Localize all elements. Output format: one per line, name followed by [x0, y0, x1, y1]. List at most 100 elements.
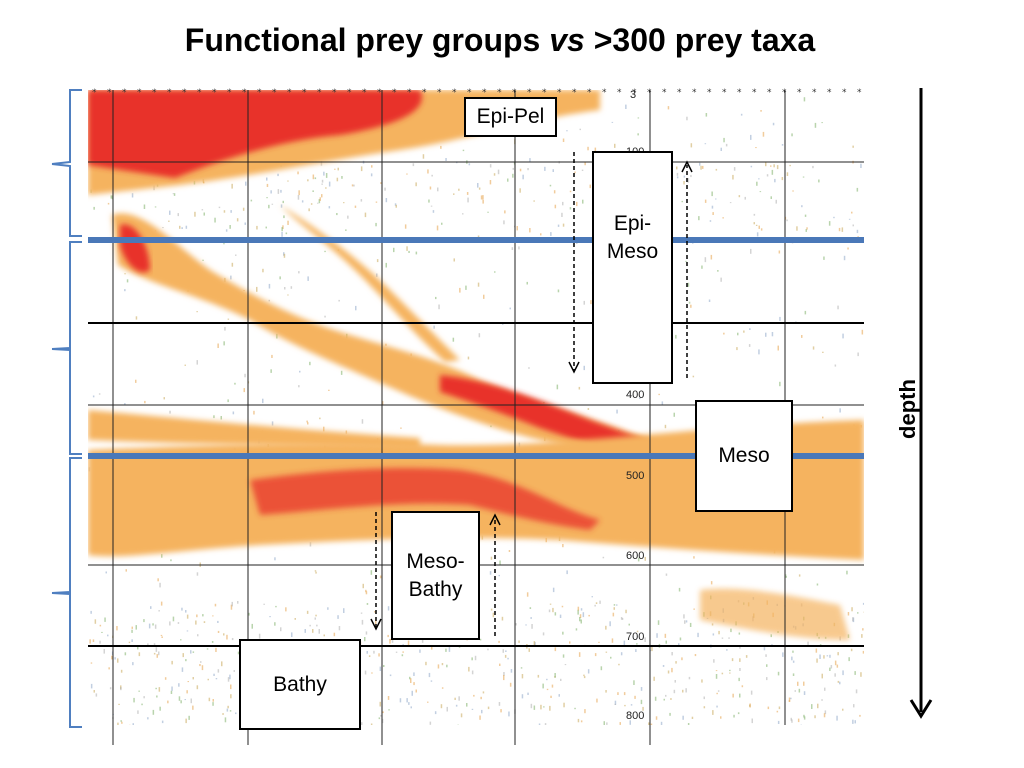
speckle-dot [587, 408, 590, 410]
speckle-dot [559, 614, 562, 618]
speckle-dot [283, 253, 286, 258]
speckle-dot [823, 256, 825, 260]
speckle-dot [716, 692, 718, 695]
speckle-dot [616, 409, 618, 414]
speckle-dot [791, 656, 793, 661]
speckle-dot [507, 178, 509, 182]
speckle-dot [667, 670, 670, 674]
speckle-dot [378, 653, 380, 657]
speckle-dot [343, 608, 345, 613]
speckle-dot [816, 658, 818, 663]
speckle-dot [665, 640, 667, 644]
speckle-dot [776, 710, 779, 713]
speckle-dot [407, 640, 410, 646]
speckle-dot [173, 193, 176, 196]
speckle-dot [323, 634, 325, 637]
speckle-dot [312, 174, 315, 180]
speckle-dot [533, 200, 535, 202]
speckle-dot [711, 623, 714, 626]
speckle-dot [143, 204, 146, 209]
speckle-dot [478, 333, 481, 338]
speckle-dot [211, 641, 214, 643]
speckle-dot [370, 723, 373, 725]
speckle-dot [479, 638, 482, 641]
speckle-dot [480, 195, 483, 200]
speckle-dot [364, 637, 366, 642]
ping-marker: * [557, 88, 562, 98]
speckle-dot [217, 669, 220, 673]
speckle-dot [226, 634, 228, 640]
speckle-dot [453, 193, 455, 195]
speckle-dot [786, 219, 788, 222]
speckle-dot [422, 154, 425, 159]
speckle-dot [665, 573, 668, 576]
speckle-dot [445, 648, 447, 652]
speckle-dot [598, 641, 600, 643]
speckle-dot [371, 672, 373, 674]
speckle-dot [245, 181, 247, 186]
speckle-dot [468, 163, 471, 166]
speckle-dot [143, 619, 145, 623]
speckle-dot [594, 653, 597, 657]
speckle-dot [834, 660, 837, 666]
speckle-dot [244, 373, 246, 378]
speckle-dot [739, 645, 741, 649]
speckle-dot [92, 639, 95, 642]
speckle-dot [527, 692, 529, 695]
speckle-dot [355, 305, 357, 311]
speckle-dot [736, 347, 738, 351]
speckle-dot [361, 619, 364, 625]
speckle-dot [650, 723, 653, 725]
speckle-dot [753, 213, 756, 216]
speckle-dot [682, 689, 684, 693]
speckle-dot [678, 587, 681, 592]
speckle-dot [829, 654, 831, 658]
box-meso-bathy-label-2: Bathy [408, 577, 463, 601]
speckle-dot [169, 621, 171, 626]
ping-marker: * [752, 88, 757, 98]
speckle-dot [829, 667, 831, 671]
speckle-dot [766, 174, 769, 177]
speckle-dot [280, 189, 282, 193]
ping-marker: * [497, 88, 502, 98]
ping-marker: * [527, 88, 532, 98]
speckle-dot [617, 692, 619, 695]
speckle-dot [220, 416, 222, 420]
speckle-dot [621, 618, 624, 620]
speckle-dot [520, 667, 523, 669]
speckle-dot [99, 640, 101, 644]
speckle-dot [171, 660, 173, 665]
ping-marker: * [197, 88, 202, 98]
speckle-dot [690, 143, 693, 148]
speckle-dot [613, 604, 616, 606]
speckle-dot [548, 609, 551, 613]
speckle-dot [208, 697, 211, 702]
speckle-dot [777, 671, 780, 676]
speckle-dot [715, 674, 718, 679]
speckle-dot [625, 609, 627, 614]
ping-marker: * [122, 88, 127, 98]
ping-marker: * [407, 88, 412, 98]
speckle-dot [833, 216, 835, 219]
speckle-dot [309, 361, 311, 366]
speckle-dot [229, 710, 232, 712]
speckle-dot [558, 694, 560, 697]
speckle-dot [837, 652, 839, 656]
speckle-dot [154, 206, 157, 208]
speckle-dot [274, 557, 276, 561]
speckle-dot [306, 610, 309, 614]
speckle-dot [721, 672, 724, 675]
speckle-dot [395, 651, 398, 653]
speckle-dot [375, 619, 377, 625]
speckle-dot [284, 287, 286, 290]
speckle-dot [167, 700, 169, 704]
speckle-dot [230, 684, 232, 690]
speckle-dot [224, 717, 227, 723]
ping-marker: * [572, 88, 577, 98]
speckle-dot [345, 229, 347, 231]
speckle-dot [816, 583, 819, 586]
speckle-dot [460, 713, 463, 718]
speckle-dot [824, 687, 826, 691]
speckle-dot [315, 571, 317, 574]
speckle-dot [341, 176, 343, 179]
